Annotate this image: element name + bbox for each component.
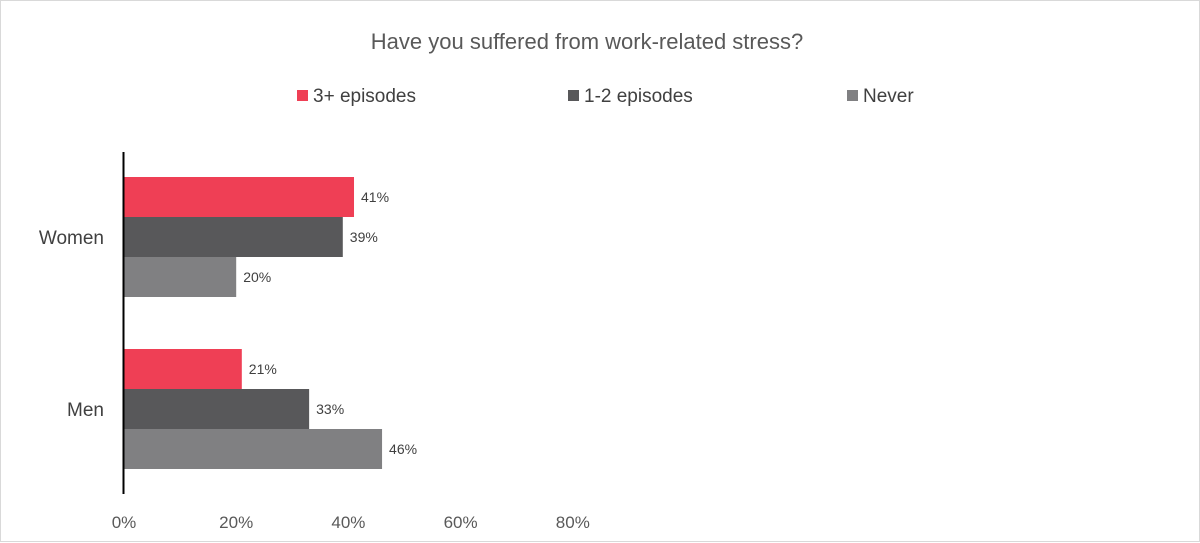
x-axis-ticks: 0% 20% 40% 60% 80% (112, 513, 590, 532)
bars (124, 177, 383, 469)
bar-men-3-episodes (124, 349, 242, 389)
bar-women-3-episodes (124, 177, 355, 217)
legend-label-1-2-episodes: 1-2 episodes (584, 86, 693, 107)
data-labels: 41% 39% 20% 21% 33% 46% (243, 189, 417, 457)
x-tick-label-60: 60% (444, 513, 478, 532)
x-tick-label-0: 0% (112, 513, 137, 532)
x-tick-label-80: 80% (556, 513, 590, 532)
data-label-women-3-episodes: 41% (361, 189, 389, 205)
legend-swatch-1-2-episodes (568, 90, 579, 101)
chart-title: Have you suffered from work-related stre… (371, 29, 803, 54)
bar-women-1-2-episodes (124, 217, 343, 257)
data-label-women-1-2-episodes: 39% (350, 229, 378, 245)
x-tick-label-20: 20% (219, 513, 253, 532)
legend: 3+ episodes 1-2 episodes Never (297, 86, 914, 107)
category-label-women: Women (39, 228, 104, 249)
data-label-men-never: 46% (389, 441, 417, 457)
bar-women-never (124, 257, 237, 297)
data-label-women-never: 20% (243, 269, 271, 285)
bar-men-never (124, 429, 383, 469)
legend-label-3-episodes: 3+ episodes (313, 86, 416, 107)
bar-men-1-2-episodes (124, 389, 310, 429)
x-tick-label-40: 40% (331, 513, 365, 532)
data-label-men-1-2-episodes: 33% (316, 401, 344, 417)
category-labels: Women Men (39, 228, 104, 421)
data-label-men-3-episodes: 21% (249, 361, 277, 377)
category-label-men: Men (67, 400, 104, 421)
legend-swatch-never (847, 90, 858, 101)
legend-swatch-3-episodes (297, 90, 308, 101)
legend-label-never: Never (863, 86, 914, 107)
